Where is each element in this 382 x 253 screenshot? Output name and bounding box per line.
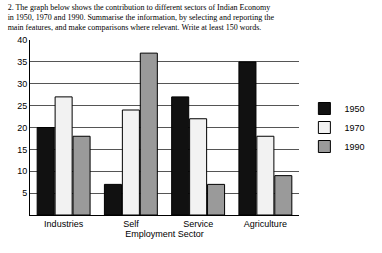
svg-text:Industries: Industries	[44, 219, 84, 229]
svg-text:Employment Sector: Employment Sector	[125, 229, 204, 239]
svg-text:Agriculture: Agriculture	[244, 219, 287, 229]
svg-text:1990: 1990	[344, 142, 364, 152]
svg-text:1970: 1970	[344, 123, 364, 133]
svg-text:40: 40	[17, 35, 27, 45]
svg-text:1950: 1950	[344, 104, 364, 114]
svg-text:10: 10	[17, 166, 27, 176]
svg-text:20: 20	[17, 123, 27, 133]
svg-text:2. The graph below shows the c: 2. The graph below shows the contributio…	[8, 3, 275, 33]
svg-text:35: 35	[17, 57, 27, 67]
svg-text:15: 15	[17, 145, 27, 155]
svg-text:25: 25	[17, 101, 27, 111]
svg-text:5: 5	[22, 188, 27, 198]
svg-text:Self: Self	[123, 219, 139, 229]
svg-text:Service: Service	[183, 219, 213, 229]
svg-text:30: 30	[17, 79, 27, 89]
